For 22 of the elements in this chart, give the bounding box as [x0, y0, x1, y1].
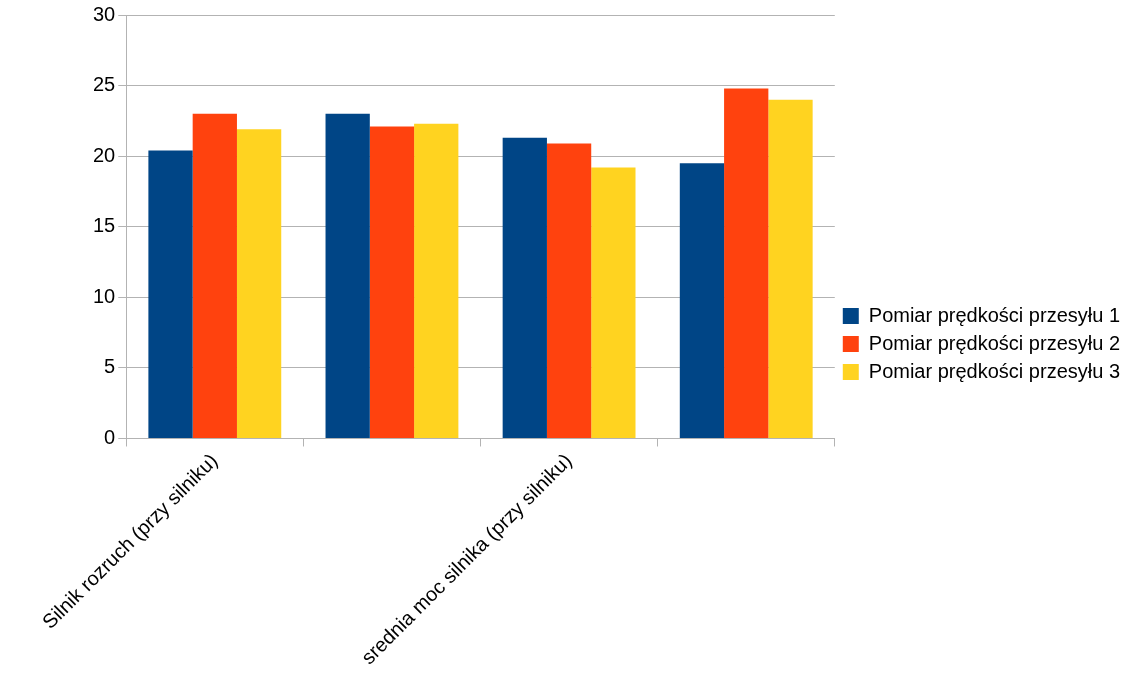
legend-label: Pomiar prędkości przesyłu 2 — [868, 331, 1121, 354]
y-tick-label: 25 — [93, 73, 116, 96]
bar — [192, 113, 237, 438]
bar — [414, 123, 459, 438]
bar — [591, 167, 636, 438]
bar — [546, 143, 592, 438]
legend-label: Pomiar prędkości przesyłu 1 — [868, 303, 1121, 326]
bar — [502, 137, 547, 438]
bar — [768, 99, 813, 438]
legend-label: Pomiar prędkości przesyłu 3 — [868, 359, 1121, 382]
y-tick-label: 5 — [104, 355, 116, 378]
y-tick-label: 10 — [93, 284, 116, 307]
bar — [369, 126, 415, 438]
bar — [236, 129, 282, 438]
bar — [724, 88, 769, 438]
y-tick-label: 20 — [93, 143, 116, 166]
y-tick-label: 0 — [104, 426, 116, 448]
bar — [148, 150, 193, 438]
bar — [679, 163, 725, 438]
bar — [325, 113, 370, 438]
y-tick-label: 15 — [93, 214, 116, 237]
y-tick-label: 30 — [93, 2, 116, 25]
